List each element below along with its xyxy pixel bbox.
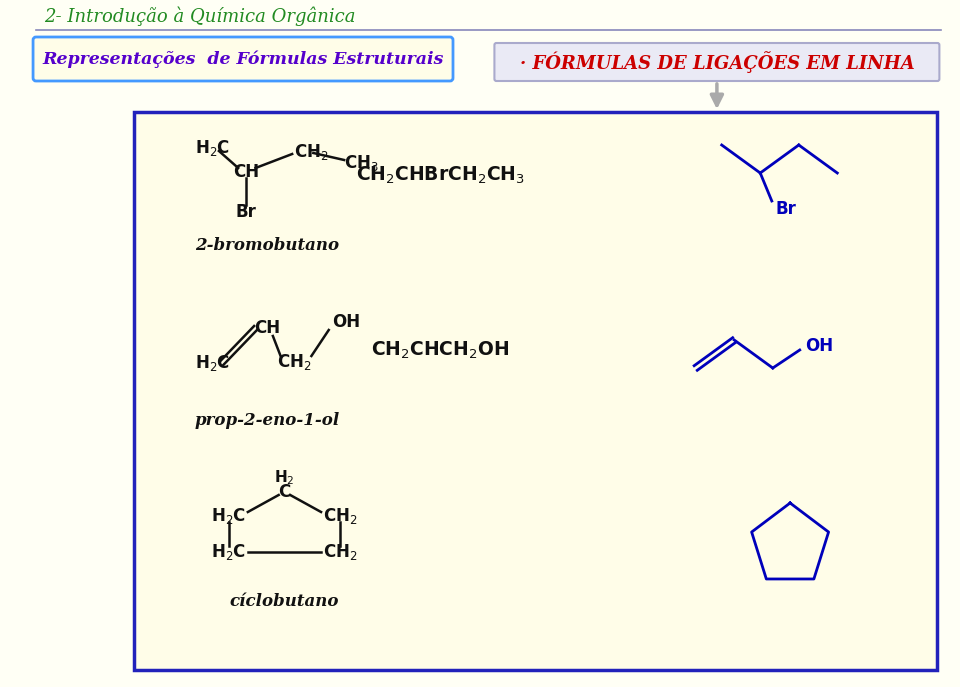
FancyBboxPatch shape — [494, 43, 940, 81]
Text: 2- Introdução à Química Orgânica: 2- Introdução à Química Orgânica — [43, 6, 355, 25]
Text: OH: OH — [805, 337, 833, 355]
Text: CH: CH — [233, 163, 259, 181]
Text: prop-2-eno-1-ol: prop-2-eno-1-ol — [195, 412, 340, 429]
Text: Representações  de Fórmulas Estruturais: Representações de Fórmulas Estruturais — [42, 50, 444, 68]
Text: C: C — [278, 483, 291, 501]
Text: OH: OH — [332, 313, 361, 331]
FancyBboxPatch shape — [134, 112, 937, 670]
Text: CH: CH — [254, 319, 280, 337]
Text: CH$_2$: CH$_2$ — [294, 142, 328, 162]
Text: 2-bromobutano: 2-bromobutano — [195, 236, 339, 254]
Text: cíclobutano: cíclobutano — [229, 594, 339, 611]
Text: H$_2$: H$_2$ — [275, 469, 295, 487]
Text: Br: Br — [235, 203, 256, 221]
Text: CH$_2$: CH$_2$ — [323, 542, 357, 562]
Text: CH$_3$: CH$_3$ — [344, 153, 379, 173]
Text: H$_2$C: H$_2$C — [195, 353, 230, 373]
Text: CH$_2$CHCH$_2$OH: CH$_2$CHCH$_2$OH — [372, 339, 510, 361]
Text: H$_2$C: H$_2$C — [211, 542, 246, 562]
Text: H$_2$C: H$_2$C — [195, 138, 230, 158]
Text: CH$_2$CHBrCH$_2$CH$_3$: CH$_2$CHBrCH$_2$CH$_3$ — [356, 164, 525, 185]
Text: · FÓRMULAS DE LIGAÇÕES EM LINHA: · FÓRMULAS DE LIGAÇÕES EM LINHA — [519, 51, 914, 73]
Text: Br: Br — [776, 200, 797, 218]
Text: H$_2$C: H$_2$C — [211, 506, 246, 526]
Text: CH$_2$: CH$_2$ — [323, 506, 357, 526]
FancyBboxPatch shape — [33, 37, 453, 81]
Text: CH$_2$: CH$_2$ — [276, 352, 311, 372]
